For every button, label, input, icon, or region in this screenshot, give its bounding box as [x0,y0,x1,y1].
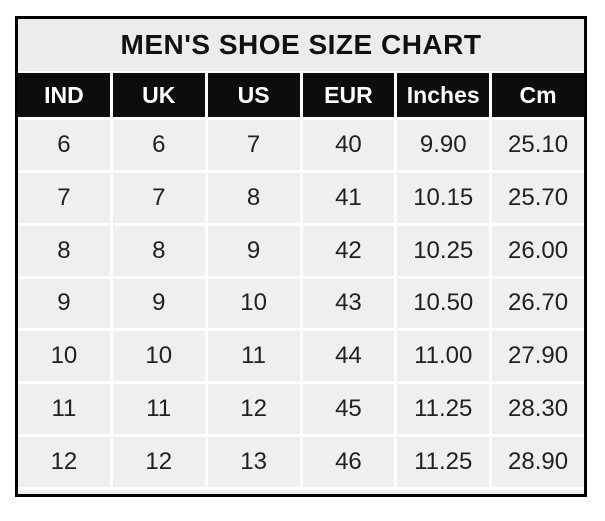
cell-inches-row3: 10.25 [397,225,490,276]
cell-ind-row4: 9 [18,278,110,329]
cell-ind-row7: 12 [18,437,110,487]
cell-inches-row6: 11.25 [397,384,490,435]
column-header-eur: EUR [302,73,395,117]
cell-us-row2: 8 [207,172,300,223]
cell-us-row7: 13 [207,437,300,487]
cell-ind-row3: 8 [18,225,110,276]
cell-us-row5: 11 [207,331,300,382]
size-table-grid: IND UK US EUR Inches Cm 6 6 7 40 9.90 25.10 7 7 8 41 10.… [18,73,584,487]
cell-uk-row4: 9 [112,278,205,329]
cell-uk-row5: 10 [112,331,205,382]
column-header-us: US [207,73,300,117]
cell-uk-row1: 6 [112,120,205,170]
cell-eur-row6: 45 [302,384,395,435]
cell-cm-row3: 26.00 [492,225,584,276]
cell-inches-row5: 11.00 [397,331,490,382]
cell-eur-row4: 43 [302,278,395,329]
cell-inches-row7: 11.25 [397,437,490,487]
cell-us-row3: 9 [207,225,300,276]
cell-eur-row1: 40 [302,120,395,170]
cell-ind-row5: 10 [18,331,110,382]
cell-us-row1: 7 [207,120,300,170]
cell-ind-row1: 6 [18,120,110,170]
column-header-cm: Cm [492,73,584,117]
cell-inches-row1: 9.90 [397,120,490,170]
cell-uk-row6: 11 [112,384,205,435]
cell-inches-row4: 10.50 [397,278,490,329]
cell-ind-row2: 7 [18,172,110,223]
cell-eur-row2: 41 [302,172,395,223]
column-header-inches: Inches [397,73,490,117]
cell-us-row4: 10 [207,278,300,329]
chart-title: MEN'S SHOE SIZE CHART [18,19,584,71]
cell-uk-row7: 12 [112,437,205,487]
column-header-uk: UK [112,73,205,117]
cell-uk-row3: 8 [112,225,205,276]
cell-cm-row5: 27.90 [492,331,584,382]
cell-eur-row7: 46 [302,437,395,487]
cell-eur-row5: 44 [302,331,395,382]
size-chart-table: MEN'S SHOE SIZE CHART IND UK US EUR Inches Cm… [15,16,587,497]
cell-eur-row3: 42 [302,225,395,276]
cell-cm-row1: 25.10 [492,120,584,170]
cell-ind-row6: 11 [18,384,110,435]
cell-inches-row2: 10.15 [397,172,490,223]
cell-cm-row7: 28.90 [492,437,584,487]
column-header-ind: IND [18,73,110,117]
cell-cm-row4: 26.70 [492,278,584,329]
cell-us-row6: 12 [207,384,300,435]
cell-cm-row2: 25.70 [492,172,584,223]
cell-cm-row6: 28.30 [492,384,584,435]
cell-uk-row2: 7 [112,172,205,223]
table-footer-strip [18,490,584,494]
